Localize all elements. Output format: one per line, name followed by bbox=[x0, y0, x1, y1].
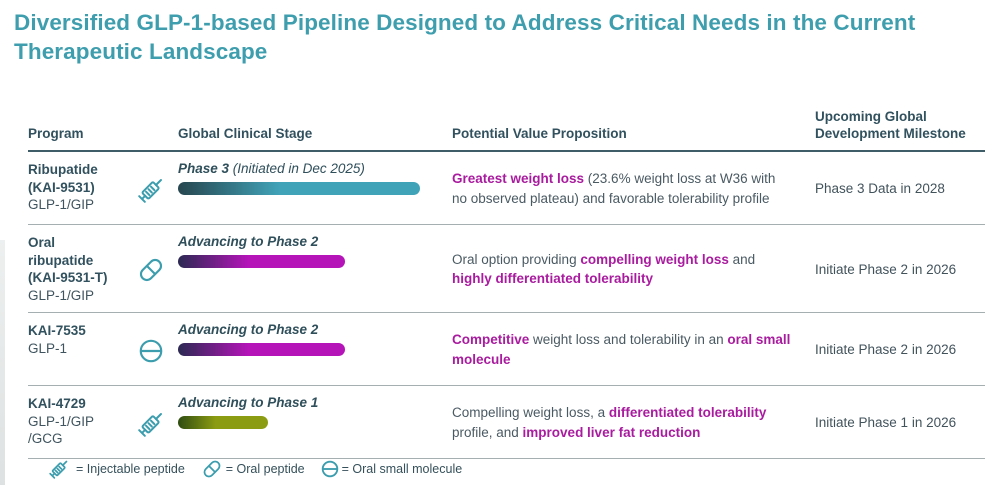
syringe-icon bbox=[138, 178, 162, 203]
clinical-stage-cell: Advancing to Phase 2 bbox=[178, 234, 452, 304]
stage-progress-bar bbox=[178, 181, 420, 195]
program-name: Oral ribupatide (KAI-9531-T) bbox=[28, 235, 108, 286]
legend: = Injectable peptide = Oral peptide = Or… bbox=[44, 452, 462, 486]
milestone: Initiate Phase 1 in 2026 bbox=[815, 415, 957, 431]
program-cell: KAI-4729 GLP-1/GIP /GCG bbox=[28, 395, 124, 450]
program-name: KAI-4729 bbox=[28, 396, 86, 412]
legend-item: = Injectable peptide bbox=[44, 454, 185, 484]
page-title: Diversified GLP-1-based Pipeline Designe… bbox=[14, 10, 916, 65]
program-target: GLP-1/GIP /GCG bbox=[28, 413, 95, 447]
header-value-proposition: Potential Value Proposition bbox=[452, 126, 627, 142]
legend-label: = Oral peptide bbox=[225, 462, 305, 476]
header-clinical-stage: Global Clinical Stage bbox=[178, 126, 313, 142]
table-header-row: Program Global Clinical Stage Potential … bbox=[28, 104, 985, 152]
program-cell: Ribupatide (KAI-9531) GLP-1/GIP bbox=[28, 161, 124, 216]
legend-label: = Oral small molecule bbox=[341, 462, 463, 476]
clinical-stage-cell: Advancing to Phase 2 bbox=[178, 322, 452, 377]
program-target: GLP-1/GIP bbox=[28, 287, 95, 303]
legend-item: = Oral small molecule bbox=[320, 459, 463, 479]
table-row: KAI-4729 GLP-1/GIP /GCG Advancing to Pha… bbox=[28, 386, 985, 460]
program-name: Ribupatide (KAI-9531) bbox=[28, 162, 98, 195]
modality-icon-cell bbox=[124, 322, 178, 377]
milestone: Initiate Phase 2 in 2026 bbox=[815, 342, 957, 358]
pill-icon bbox=[139, 259, 163, 282]
milestone: Initiate Phase 2 in 2026 bbox=[815, 261, 957, 277]
stage-progress-bar bbox=[178, 343, 345, 357]
header-program: Program bbox=[28, 126, 84, 142]
program-name: KAI-7535 bbox=[28, 323, 86, 339]
value-proposition: Oral option providing compelling weight … bbox=[452, 251, 756, 287]
modality-icon-cell bbox=[124, 161, 178, 216]
program-cell: KAI-7535 GLP-1 bbox=[28, 322, 124, 377]
header-milestone: Upcoming Global Development Milestone bbox=[815, 109, 966, 142]
milestone: Phase 3 Data in 2028 bbox=[815, 181, 945, 196]
syringe-icon bbox=[49, 460, 68, 479]
stage-progress-bar bbox=[178, 254, 345, 268]
legend-label: = Injectable peptide bbox=[76, 462, 185, 476]
program-cell: Oral ribupatide (KAI-9531-T) GLP-1/GIP bbox=[28, 234, 124, 304]
modality-icon-cell bbox=[124, 234, 178, 304]
table-row: Oral ribupatide (KAI-9531-T) GLP-1/GIP A… bbox=[28, 225, 985, 314]
stage-label: Phase 3 (Initiated in Dec 2025) bbox=[178, 161, 365, 176]
stage-progress-bar bbox=[178, 416, 268, 430]
value-proposition: Compelling weight loss, a differentiated… bbox=[452, 405, 767, 440]
modality-icon-cell bbox=[124, 395, 178, 450]
stage-label: Advancing to Phase 2 bbox=[178, 322, 319, 338]
program-target: GLP-1 bbox=[28, 340, 68, 356]
pipeline-table: Program Global Clinical Stage Potential … bbox=[28, 104, 985, 460]
legend-item: = Oral peptide bbox=[200, 457, 305, 481]
clinical-stage-cell: Advancing to Phase 1 bbox=[178, 395, 452, 450]
stage-label: Advancing to Phase 2 bbox=[178, 234, 319, 249]
circle-minus-icon bbox=[321, 460, 338, 478]
pill-icon bbox=[203, 460, 221, 478]
syringe-icon bbox=[138, 412, 162, 437]
clinical-stage-cell: Phase 3 (Initiated in Dec 2025) bbox=[178, 161, 452, 216]
value-proposition: Competitive weight loss and tolerability… bbox=[452, 332, 791, 367]
table-row: KAI-7535 GLP-1 Advancing to Phase 2 Comp… bbox=[28, 313, 985, 387]
table-row: Ribupatide (KAI-9531) GLP-1/GIP Phase 3 … bbox=[28, 152, 985, 225]
stage-label: Advancing to Phase 1 bbox=[178, 395, 319, 411]
circle-minus-icon bbox=[139, 339, 163, 362]
slide-edge-artifact bbox=[0, 240, 5, 485]
program-target: GLP-1/GIP bbox=[28, 197, 95, 213]
value-proposition: Greatest weight loss (23.6% weight loss … bbox=[452, 170, 776, 206]
